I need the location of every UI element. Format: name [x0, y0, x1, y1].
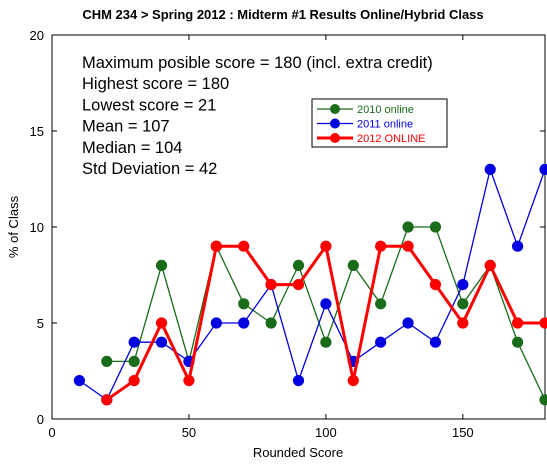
series-line — [79, 167, 546, 401]
legend-marker — [330, 118, 340, 129]
data-point — [512, 240, 524, 252]
data-point — [320, 298, 332, 310]
data-point — [128, 355, 140, 367]
data-point — [320, 336, 332, 348]
x-axis-title: Rounded Score — [253, 445, 343, 460]
x-tick-label: 50 — [182, 425, 196, 440]
stat-line: Lowest score = 21 — [82, 96, 216, 114]
stat-line: Highest score = 180 — [82, 75, 229, 93]
data-point — [402, 221, 414, 233]
legend-marker — [330, 133, 340, 143]
series-line — [105, 242, 545, 402]
data-point — [457, 278, 469, 291]
data-point — [512, 336, 524, 348]
series-2012-online — [101, 240, 547, 406]
data-point — [128, 336, 140, 348]
y-tick-label: 5 — [37, 316, 44, 331]
data-point — [238, 240, 250, 252]
data-point — [375, 240, 387, 252]
data-point — [265, 278, 277, 291]
data-point — [101, 394, 113, 406]
data-point — [292, 374, 305, 387]
data-point — [292, 278, 305, 291]
y-tick-label: 20 — [30, 28, 44, 43]
stats-annotations: Maximum posible score = 180 (incl. extra… — [82, 54, 433, 178]
data-point — [210, 317, 222, 329]
data-point — [539, 317, 547, 329]
legend-label: 2011 online — [357, 119, 413, 131]
legend: 2010 online 2011 online 2012 ONLINE — [311, 98, 448, 148]
data-point — [128, 374, 140, 387]
data-point — [375, 298, 387, 310]
legend-label: 2012 ONLINE — [357, 133, 425, 145]
data-point — [457, 298, 469, 310]
data-point — [347, 374, 359, 387]
data-point — [429, 336, 442, 348]
data-point — [292, 259, 305, 271]
data-point — [375, 336, 387, 348]
ticks-layer: 0 50 100 150 0 5 10 15 20 — [30, 28, 545, 440]
legend-marker — [330, 104, 340, 114]
stat-line: Std Deviation = 42 — [82, 160, 217, 178]
stat-line: Mean = 107 — [82, 118, 170, 136]
data-point — [484, 163, 496, 175]
y-tick-label: 0 — [37, 412, 44, 427]
data-point — [265, 317, 277, 329]
y-tick-label: 10 — [30, 220, 44, 235]
data-point — [457, 317, 469, 329]
data-point — [429, 221, 442, 233]
data-point — [429, 278, 442, 291]
stat-line: Maximum posible score = 180 (incl. extra… — [82, 54, 433, 72]
data-point — [539, 394, 547, 406]
x-tick-label: 150 — [452, 425, 474, 440]
data-point — [155, 317, 168, 329]
chart-title: CHM 234 > Spring 2012 : Midterm #1 Resul… — [82, 7, 483, 22]
data-point — [484, 259, 496, 271]
series-layer — [73, 163, 547, 406]
data-point — [238, 317, 250, 329]
data-point — [210, 240, 222, 252]
data-point — [238, 298, 250, 310]
series-2011-online — [73, 163, 547, 406]
legend-label: 2010 online — [357, 104, 414, 116]
y-axis-title: % of Class — [6, 195, 21, 258]
data-point — [155, 336, 168, 348]
data-point — [512, 317, 524, 329]
data-point — [402, 240, 414, 252]
data-point — [347, 259, 359, 271]
data-point — [539, 163, 547, 175]
data-point — [402, 317, 414, 329]
y-tick-label: 15 — [30, 124, 44, 139]
data-point — [183, 374, 195, 387]
data-point — [320, 240, 332, 252]
x-tick-label: 0 — [48, 425, 55, 440]
x-tick-label: 100 — [315, 425, 337, 440]
data-point — [101, 355, 113, 367]
data-point — [155, 259, 168, 271]
data-point — [73, 374, 85, 387]
stat-line: Median = 104 — [82, 139, 182, 157]
